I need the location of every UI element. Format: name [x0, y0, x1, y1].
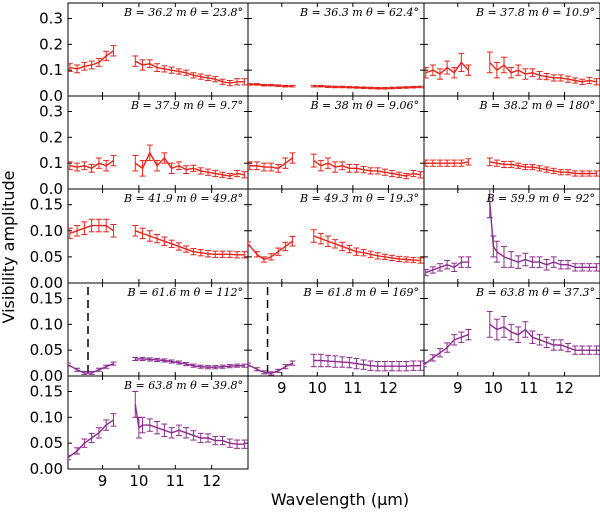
- panel-label: B = 38.2 m θ = 180°: [478, 99, 595, 112]
- y-tick-label: 0.00: [30, 274, 63, 292]
- series-line-long: [135, 358, 245, 368]
- panel-12: B = 63.8 m θ = 37.3°: [423, 282, 600, 377]
- panel-data: [248, 287, 424, 376]
- panel-label: B = 59.9 m θ = 92°: [485, 192, 595, 205]
- panel-data: [68, 218, 248, 259]
- x-tick-label: 10: [484, 379, 503, 397]
- x-tick-label: 9: [277, 379, 287, 397]
- panel-label: B = 49.3 m θ = 19.3°: [299, 192, 419, 205]
- y-tick-label: 0.10: [30, 408, 63, 426]
- panel-label: B = 61.6 m θ = 112°: [126, 286, 243, 299]
- panel-frame: [423, 282, 600, 377]
- series-line-long: [134, 151, 245, 177]
- panel-label: B = 37.8 m θ = 10.9°: [475, 6, 595, 19]
- series-line-long: [134, 60, 245, 84]
- x-axis-title: Wavelength (μm): [271, 490, 409, 509]
- y-tick-label: 0.10: [30, 315, 63, 333]
- x-tick-labels: 9 10 11 12 9 10 11 12 9 10 11 12: [98, 379, 574, 490]
- series-line-long: [134, 404, 245, 445]
- panel-data: [68, 144, 248, 180]
- panel-data: [68, 45, 248, 87]
- x-tick-label: 11: [166, 472, 185, 490]
- panel-label: B = 41.9 m θ = 49.8°: [123, 192, 243, 205]
- x-tick-label: 10: [129, 472, 148, 490]
- x-tick-label: 12: [379, 379, 398, 397]
- panel-label: B = 61.8 m θ = 169°: [302, 286, 419, 299]
- panel-data: [68, 391, 248, 461]
- panel-1: B = 36.2 m θ = 23.8°: [67, 2, 249, 97]
- panel-2: B = 36.3 m θ = 62.4°: [247, 2, 425, 97]
- y-tick-label: 0.10: [30, 222, 63, 240]
- panel-data: [248, 152, 424, 180]
- x-tick-label: 10: [308, 379, 327, 397]
- panel-data: [424, 157, 600, 177]
- y-tick-label: 0.2: [39, 35, 63, 53]
- y-tick-label: 0.00: [30, 460, 63, 478]
- y-tick-label: 0.05: [30, 341, 63, 359]
- y-tick-label: 0.3: [39, 10, 63, 28]
- panel-label: B = 38 m θ = 9.06°: [309, 99, 419, 112]
- x-tick-label: 12: [202, 472, 221, 490]
- series-line-long: [489, 161, 597, 175]
- x-tick-label: 9: [98, 472, 108, 490]
- y-tick-label: 0.1: [39, 61, 63, 79]
- panel-11: B = 61.8 m θ = 169°: [247, 282, 425, 377]
- panel-data: [248, 229, 424, 264]
- series-line-long: [489, 61, 597, 83]
- panel-data: [424, 310, 600, 368]
- panel-label: B = 36.2 m θ = 23.8°: [123, 6, 243, 19]
- panel-7: B = 41.9 m θ = 49.8°: [67, 188, 249, 284]
- panel-8: B = 49.3 m θ = 19.3°: [247, 188, 425, 284]
- panel-grid: B = 36.2 m θ = 23.8° B = 36.3 m θ = 62.4°…: [67, 2, 600, 470]
- series-line-long: [313, 160, 421, 177]
- series-line-long: [489, 202, 597, 269]
- panel-10: B = 61.6 m θ = 112°: [67, 282, 249, 377]
- panel-data: [248, 83, 424, 90]
- panel-label: B = 63.8 m θ = 37.3°: [475, 286, 595, 299]
- panel-5: B = 38 m θ = 9.06°: [247, 95, 425, 190]
- y-tick-label: 0.05: [30, 434, 63, 452]
- panel-9: B = 59.9 m θ = 92°: [423, 188, 600, 284]
- y-tick-label: 0.15: [30, 383, 63, 401]
- panel-frame: [67, 375, 249, 470]
- y-tick-label: 0.3: [39, 103, 63, 121]
- panel-data: [424, 189, 600, 277]
- y-tick-label: 0.1: [39, 154, 63, 172]
- y-tick-label: 0.00: [30, 367, 63, 385]
- series-line-long: [313, 359, 421, 367]
- y-tick-label: 0.15: [30, 196, 63, 214]
- panel-4: B = 37.9 m θ = 9.7°: [67, 95, 249, 190]
- panel-data: [424, 51, 600, 86]
- panel-label: B = 63.8 m θ = 39.8°: [123, 379, 243, 392]
- x-tick-label: 11: [519, 379, 538, 397]
- panel-6: B = 38.2 m θ = 180°: [423, 95, 600, 190]
- panel-13: B = 63.8 m θ = 39.8°: [67, 375, 249, 470]
- x-tick-label: 12: [555, 379, 574, 397]
- series-line-long: [313, 85, 421, 89]
- y-tick-label: 0.0: [39, 87, 63, 105]
- panel-label: B = 37.9 m θ = 9.7°: [130, 99, 243, 112]
- series-line-long: [313, 235, 421, 262]
- y-tick-label: 0.2: [39, 128, 63, 146]
- y-tick-labels: 0.00.10.20.30.00.10.20.30.000.050.100.15…: [30, 10, 63, 479]
- x-tick-label: 11: [343, 379, 362, 397]
- series-line-long: [489, 323, 597, 351]
- series-line-long: [135, 230, 245, 256]
- panel-3: B = 37.8 m θ = 10.9°: [423, 2, 600, 97]
- y-tick-label: 0.15: [30, 290, 63, 308]
- y-tick-label: 0.0: [39, 180, 63, 198]
- panel-label: B = 36.3 m θ = 62.4°: [299, 6, 419, 19]
- y-tick-label: 0.05: [30, 248, 63, 266]
- x-tick-label: 9: [453, 379, 463, 397]
- y-axis-title: Visibility amplitude: [0, 171, 18, 324]
- panel-data: [68, 287, 248, 376]
